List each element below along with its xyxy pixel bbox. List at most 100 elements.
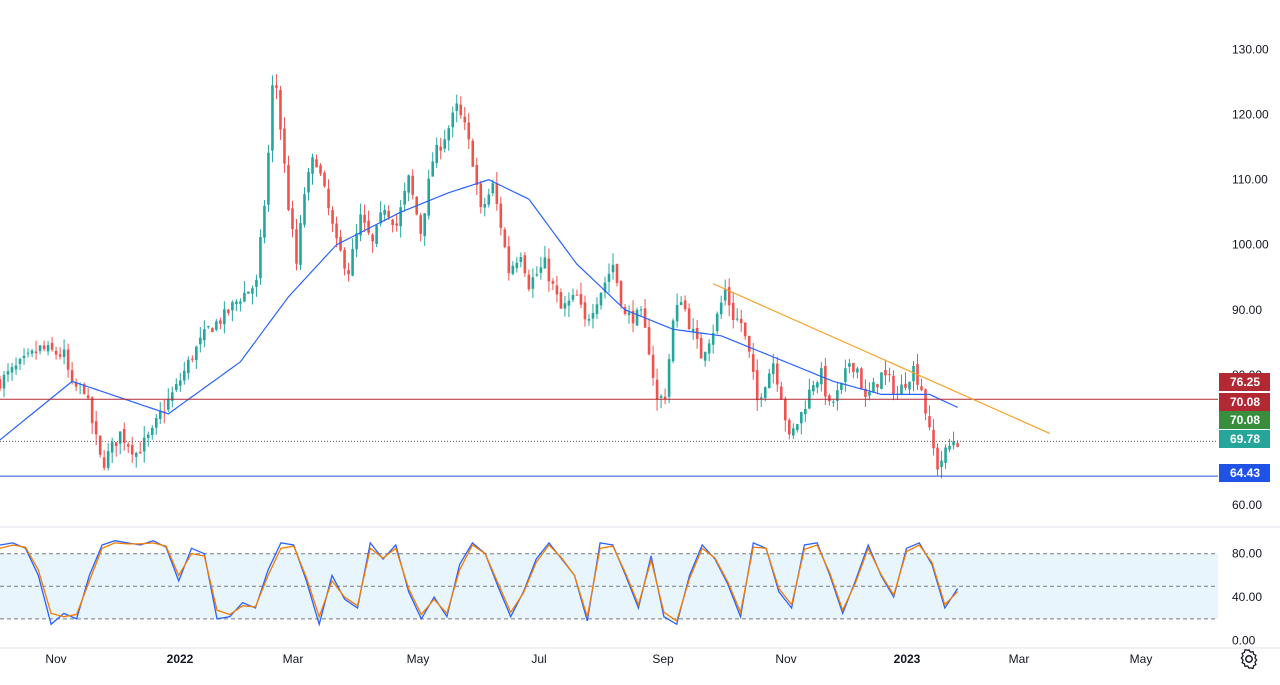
candle-body [271,85,274,151]
candle-body [703,352,707,361]
candle-body [523,255,527,274]
candle-body [828,395,831,402]
candle-body [231,302,234,311]
candle-body [595,304,599,315]
candle-body [952,441,955,446]
candle-body [840,382,843,391]
candle-body [435,144,439,164]
candle-body [892,375,895,395]
candle-body [0,379,2,389]
candle-body [223,309,226,325]
candle-body [319,165,322,174]
candle-body [627,312,631,315]
candle-body [567,300,571,306]
candle-body [154,418,158,428]
price-tick-label: 60.00 [1232,498,1262,512]
candle-body [667,359,671,397]
candle-body [187,359,190,374]
candle-body [888,374,891,376]
candle-body [511,265,515,274]
candle-body [527,274,531,290]
candle-body [531,277,535,289]
candle-body [775,363,779,385]
time-axis-label: Mar [1009,652,1030,666]
candle-body [663,396,667,400]
candle-body [22,355,26,359]
time-axis-label: Nov [775,652,796,666]
candle-body [6,371,10,375]
candle-body [178,380,182,386]
candle-body [130,445,134,455]
candle-body [166,398,170,410]
candle-body [451,112,455,128]
candle-body [299,223,302,265]
candle-body [70,370,74,382]
price-tick-label: 130.00 [1232,43,1269,57]
candle-body [655,379,659,399]
candle-body [695,327,699,339]
candle-body [904,383,907,388]
price-badge-70-08-red-text: 70.08 [1230,395,1260,409]
candle-body [495,182,499,205]
candle-body [343,249,346,269]
candle-body [423,213,426,237]
candle-body [759,397,763,399]
candle-body [671,320,675,362]
candle-body [559,292,563,309]
candle-body [371,234,374,242]
price-badge-70-08-red [1219,393,1270,411]
candle-body [18,359,22,364]
candle-body [659,395,663,398]
candle-body [743,322,747,337]
candle-body [335,223,338,239]
candle-body [239,301,242,304]
candle-body [503,229,507,247]
candle-body [747,336,751,352]
candle-body [499,203,503,228]
candle-body [535,274,539,276]
candle-body [263,205,266,238]
candle-body [755,370,759,401]
candle-body [723,289,727,301]
candle-body [735,318,739,320]
candle-body [852,362,855,373]
candle-body [42,345,46,350]
candle-body [66,349,70,370]
candle-body [227,309,230,313]
candle-body [399,207,402,227]
candle-body [255,279,258,287]
candle-body [936,447,939,470]
candle-body [10,367,14,373]
candle-body [443,139,447,149]
candle-body [908,381,911,390]
candle-body [46,345,50,352]
candle-body [880,372,883,389]
candle-body [82,384,86,394]
candle-body [940,460,943,468]
candle-body [543,257,547,269]
candle-body [403,190,406,205]
candle-body [868,391,871,396]
trendline [712,283,1050,434]
settings-gear-icon[interactable] [1238,648,1260,670]
candle-body [339,236,342,251]
candle-body [311,157,314,174]
candle-body [848,363,851,367]
candle-body [639,309,643,311]
candle-body [106,451,110,468]
candle-body [872,382,875,393]
candle-body [279,90,282,130]
candle-body [623,307,627,314]
candle-body [74,382,78,387]
candle-body [118,431,122,444]
candle-body [727,287,731,306]
candle-body [619,281,623,306]
candle-body [860,368,863,390]
candle-body [912,365,915,382]
time-axis-label: Nov [45,652,66,666]
candle-body [247,291,250,294]
candle-body [563,303,567,309]
candle-body [419,215,422,234]
candle-body [295,229,298,264]
